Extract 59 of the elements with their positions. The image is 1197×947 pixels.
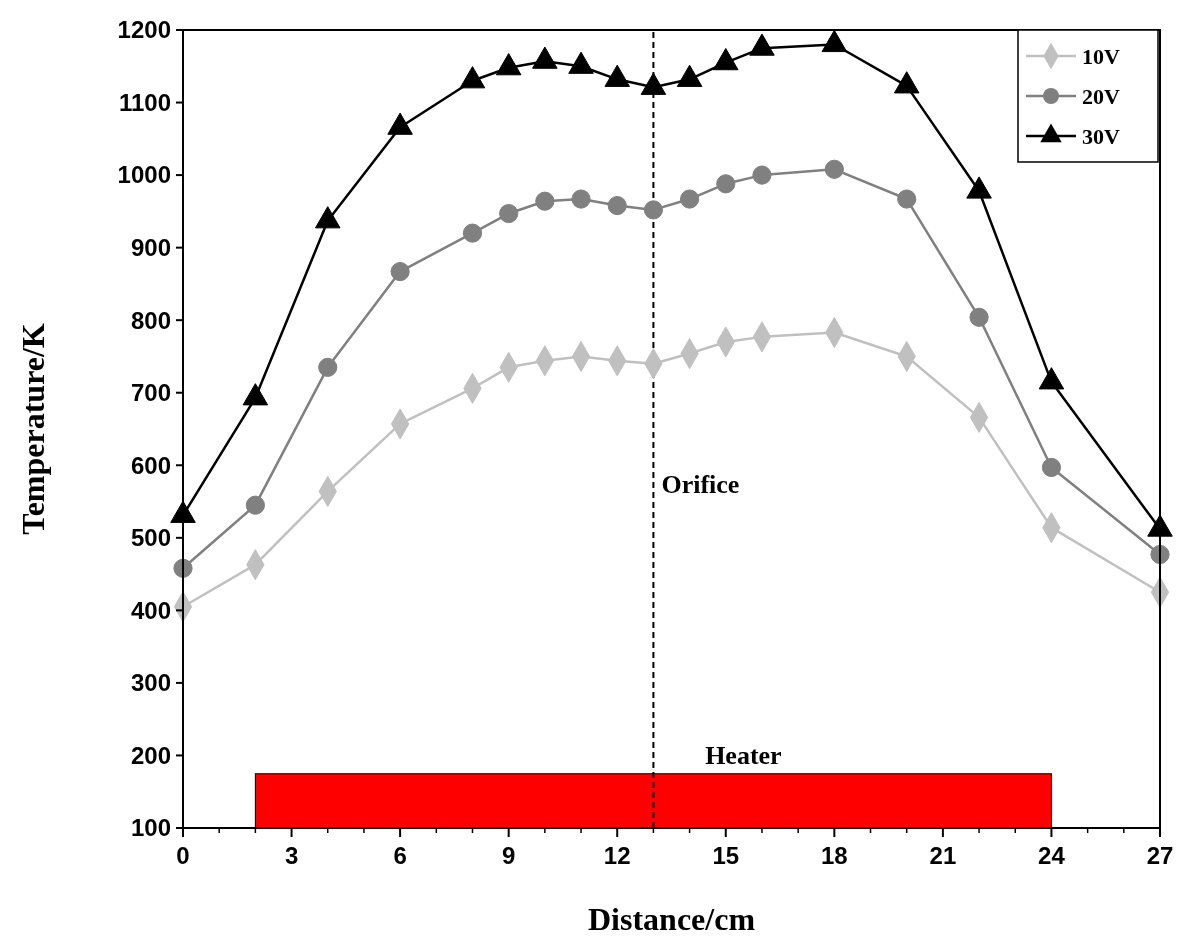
point [314,206,341,229]
point [462,223,483,243]
x-tick-label: 21 [929,842,957,869]
point [318,357,338,377]
y-tick-label: 300 [130,669,171,697]
point [969,307,989,327]
y-tick-label: 200 [130,741,171,769]
legend-label: 10V [1082,43,1120,69]
point [459,66,486,89]
point [390,262,410,282]
x-tick-label: 0 [176,842,190,869]
y-tick-label: 1200 [117,16,171,44]
point [499,203,519,224]
x-tick-label: 6 [393,842,407,869]
x-tick-label: 12 [603,842,631,869]
point [893,71,920,94]
y-tick-label: 400 [130,596,171,624]
legend-label: 20V [1082,83,1120,109]
point [676,64,703,87]
point [824,159,844,179]
point [966,176,992,199]
y-tick-label: 100 [130,814,171,842]
point [495,53,522,76]
point [607,195,627,216]
point [643,200,663,220]
point [716,174,736,194]
x-tick-label: 3 [284,842,299,869]
point [680,189,700,209]
point [245,495,265,515]
point [1041,457,1062,478]
legend-label: 30V [1082,123,1120,149]
x-tick-label: 24 [1038,842,1066,869]
point [535,191,555,211]
y-tick-label: 600 [130,451,171,479]
ref-line-label: Orifice [661,469,740,499]
y-tick-label: 700 [130,379,171,407]
point [604,64,630,87]
x-axis-title: Distance/cm [587,901,756,937]
x-tick-label: 18 [820,842,848,869]
x-tick-label: 27 [1146,842,1174,869]
point [897,189,917,209]
y-axis-title: Temperature/K [15,323,51,535]
point [532,46,558,69]
point [387,112,413,135]
y-tick-label: 1100 [118,88,171,116]
point [571,189,591,209]
y-tick-label: 800 [130,306,171,334]
point [568,51,594,74]
y-tick-label: 900 [130,234,171,262]
x-tick-label: 15 [712,842,740,869]
y-tick-label: 1000 [117,161,171,189]
x-tick-label: 9 [501,842,516,869]
point [821,29,848,53]
point [749,33,775,56]
band-label: Heater [705,740,782,770]
point [713,48,739,71]
y-tick-label: 500 [130,524,171,552]
point [752,165,772,185]
point [640,72,667,95]
